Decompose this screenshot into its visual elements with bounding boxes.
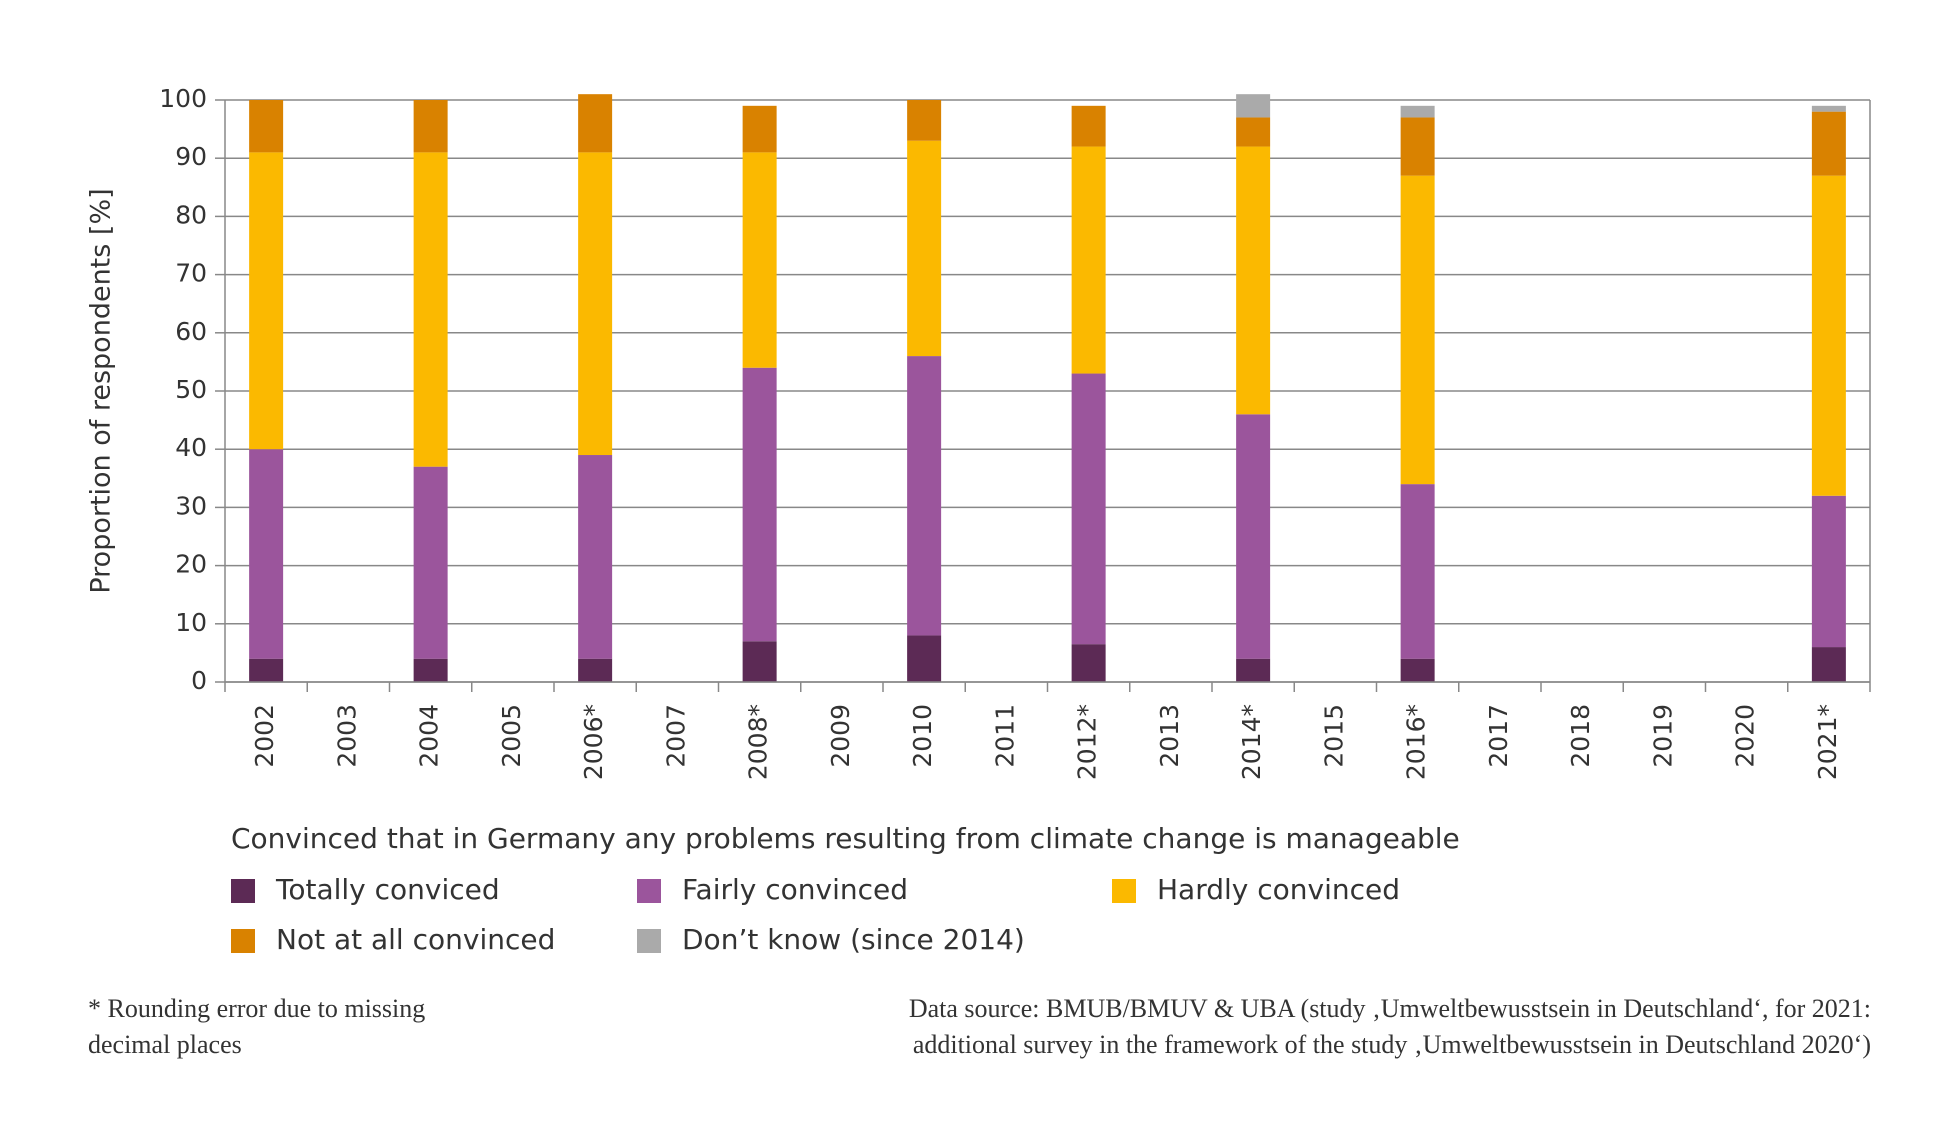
legend-label: Totally conviced (275, 873, 500, 906)
bar-segment (742, 152, 777, 368)
x-tick-label: 2009 (826, 704, 855, 768)
legend-swatch (637, 879, 661, 903)
bar-segment (907, 140, 942, 357)
bar-segment (1400, 658, 1435, 682)
legend-label: Fairly convinced (682, 873, 908, 906)
bar-segment (1236, 94, 1271, 118)
bar-segment (907, 356, 942, 636)
x-tick-label: 2015 (1319, 704, 1348, 768)
bar-segment (1811, 495, 1846, 648)
y-tick-label: 30 (175, 491, 207, 520)
legend-swatch (231, 929, 255, 953)
footnote: * Rounding error due to missing (88, 994, 425, 1023)
bar-segment (742, 641, 777, 682)
bar-segment (1236, 658, 1271, 682)
bar-segment (1811, 175, 1846, 496)
bar-segment (249, 449, 284, 659)
x-tick-label: 2008* (744, 704, 773, 780)
bar-segment (249, 100, 284, 153)
bar-segment (413, 466, 448, 659)
bar-segment (1811, 647, 1846, 682)
legend-swatch (637, 929, 661, 953)
bar-segment (742, 105, 777, 153)
x-tick-label: 2010 (908, 704, 937, 768)
bar-segment (249, 658, 284, 682)
bar-segment (413, 152, 448, 467)
bar-segment (1236, 414, 1271, 659)
x-tick-label: 2005 (497, 704, 526, 768)
x-tick-label: 2011 (990, 704, 1019, 768)
y-axis-label: Proportion of respondents [%] (86, 188, 117, 593)
x-tick-label: 2020 (1731, 704, 1760, 768)
x-tick-label: 2013 (1155, 704, 1184, 768)
legend-label: Don’t know (since 2014) (682, 923, 1025, 956)
bar-segment (742, 367, 777, 642)
y-tick-label: 60 (175, 317, 207, 346)
x-tick-label: 2003 (332, 704, 361, 768)
x-tick-label: 2014* (1237, 704, 1266, 780)
bar-segment (1400, 117, 1435, 176)
legend-swatch (1112, 879, 1136, 903)
y-tick-label: 80 (175, 200, 207, 229)
bar-segment (578, 152, 613, 456)
x-tick-label: 2021* (1813, 704, 1842, 780)
bar-segment (249, 152, 284, 450)
bar-segment (413, 100, 448, 153)
bar-segment (578, 455, 613, 659)
x-tick-label: 2018 (1566, 704, 1595, 768)
bar-segment (1400, 175, 1435, 485)
bar-segment (413, 658, 448, 682)
bar-segment (1236, 146, 1271, 415)
x-tick-label: 2016* (1402, 704, 1431, 780)
bar-segment (578, 658, 613, 682)
bar-segment (1071, 105, 1106, 147)
x-tick-label: 2019 (1648, 704, 1677, 768)
y-tick-label: 70 (175, 259, 207, 288)
bar-segment (578, 94, 613, 153)
bar-segment (1071, 644, 1106, 682)
legend-label: Not at all convinced (276, 923, 555, 956)
x-tick-label: 2017 (1484, 704, 1513, 768)
source: Data source: BMUB/BMUV & UBA (study ‚Umw… (909, 994, 1871, 1023)
y-tick-label: 50 (175, 375, 207, 404)
footnote: decimal places (88, 1030, 242, 1059)
y-tick-label: 0 (191, 666, 207, 695)
y-tick-label: 20 (175, 550, 207, 579)
y-tick-label: 100 (159, 84, 207, 113)
bar-segment (1400, 105, 1435, 118)
x-tick-label: 2002 (250, 704, 279, 768)
source: additional survey in the framework of th… (913, 1030, 1871, 1059)
legend-title: Convinced that in Germany any problems r… (231, 822, 1460, 855)
bar-segment (1236, 117, 1271, 147)
x-tick-label: 2006* (579, 704, 608, 780)
bar-segment (907, 635, 942, 682)
bar-segment (1811, 111, 1846, 176)
bar-segment (1811, 105, 1846, 112)
y-tick-label: 40 (175, 433, 207, 462)
x-tick-label: 2007 (661, 704, 690, 768)
bar-segment (1071, 373, 1106, 645)
x-tick-label: 2004 (415, 704, 444, 768)
legend-label: Hardly convinced (1157, 873, 1400, 906)
y-tick-label: 90 (175, 142, 207, 171)
x-tick-label: 2012* (1073, 704, 1102, 780)
y-tick-label: 10 (175, 608, 207, 637)
bar-segment (1400, 484, 1435, 659)
legend-swatch (231, 879, 255, 903)
bar-segment (1071, 146, 1106, 374)
bar-segment (907, 100, 942, 141)
